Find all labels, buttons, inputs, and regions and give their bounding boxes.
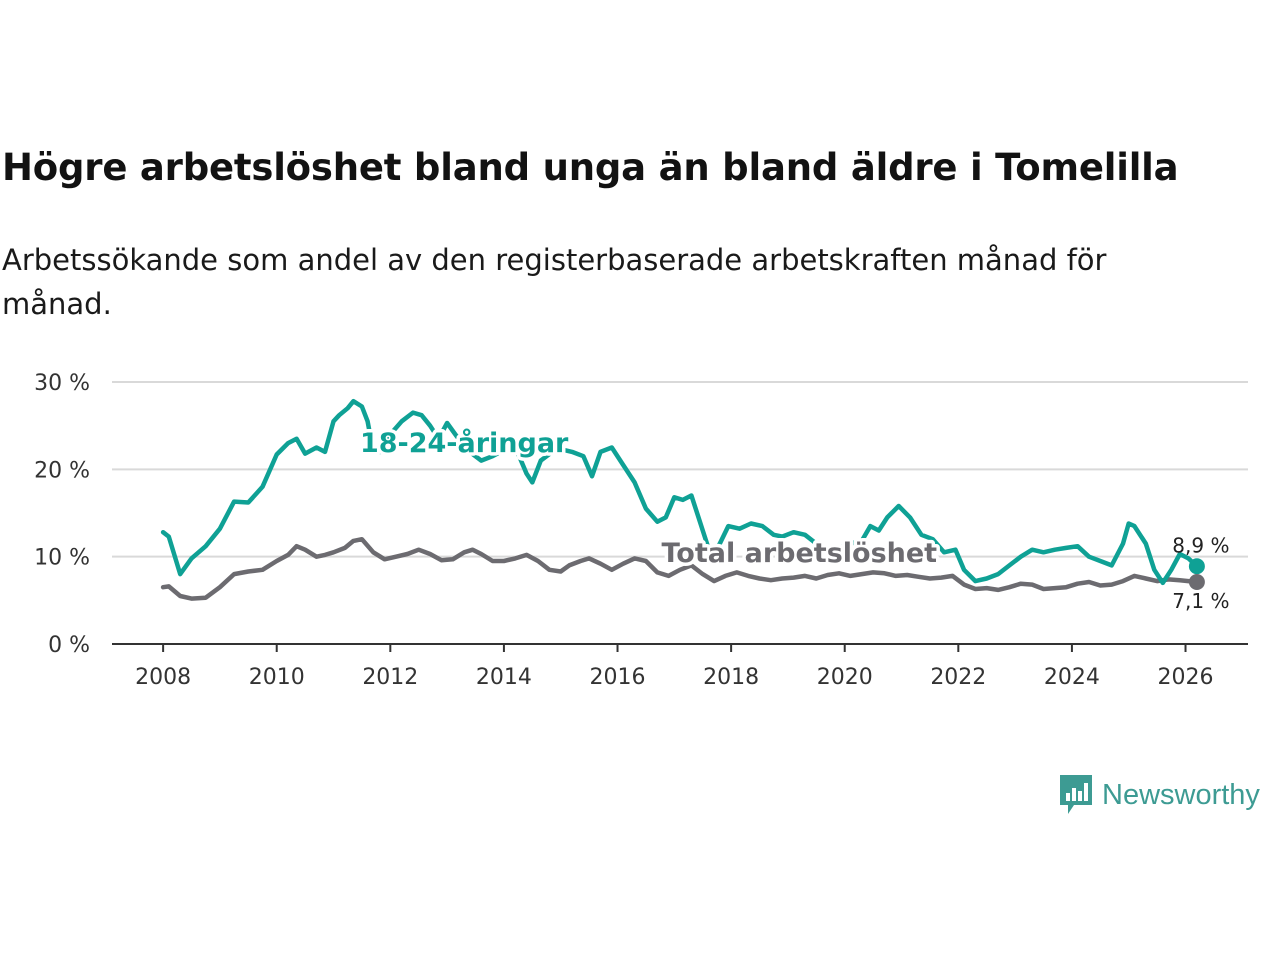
- x-tick-label: 2010: [249, 665, 305, 690]
- chart-subtitle: Arbetssökande som andel av den registerb…: [2, 243, 1107, 321]
- grid-lines: [112, 381, 1248, 558]
- series-name-label: Total arbetslöshet: [661, 538, 937, 569]
- series-name-label: 18-24-åringar: [360, 427, 569, 459]
- y-tick-label: 10 %: [34, 546, 90, 571]
- y-axis: 0 % 10 % 20 % 30 %: [34, 371, 90, 658]
- x-axis: 2008 2010 2012 2014 2016 2018 2020 2022 2024 2026: [112, 643, 1248, 690]
- series-lines: [160, 398, 1200, 601]
- x-tick-label: 2018: [703, 665, 759, 690]
- x-tick-label: 2016: [590, 665, 646, 690]
- y-tick-label: 0 %: [48, 633, 90, 658]
- y-tick-label: 20 %: [34, 458, 90, 483]
- end-value-label: 8,9 %: [1172, 533, 1229, 557]
- x-tick-label: 2014: [476, 665, 532, 690]
- series-line: [160, 536, 1200, 601]
- newsworthy-logo-icon: [1060, 775, 1092, 814]
- x-tick-label: 2026: [1158, 665, 1214, 690]
- brand-name: Newsworthy: [1102, 778, 1260, 811]
- y-tick-label: 30 %: [34, 371, 90, 396]
- end-point: [1188, 573, 1205, 590]
- end-value-label: 7,1 %: [1172, 589, 1229, 613]
- line-chart: 0 % 10 % 20 % 30 % 2008 2010 2012 2014 2016 2018…: [34, 371, 1248, 690]
- x-tick-label: 2008: [135, 665, 191, 690]
- chart-title: Högre arbetslöshet bland unga än bland ä…: [2, 146, 1179, 189]
- x-tick-label: 2024: [1044, 665, 1100, 690]
- x-tick-label: 2012: [362, 665, 418, 690]
- end-point: [1188, 558, 1205, 575]
- x-tick-label: 2020: [817, 665, 873, 690]
- brand-logo: Newsworthy: [1058, 772, 1260, 818]
- series-line: [160, 398, 1200, 586]
- x-tick-label: 2022: [930, 665, 986, 690]
- series-labels: 8,9 % 7,1 % 18-24-åringar Total arbetslöshe…: [356, 423, 1229, 613]
